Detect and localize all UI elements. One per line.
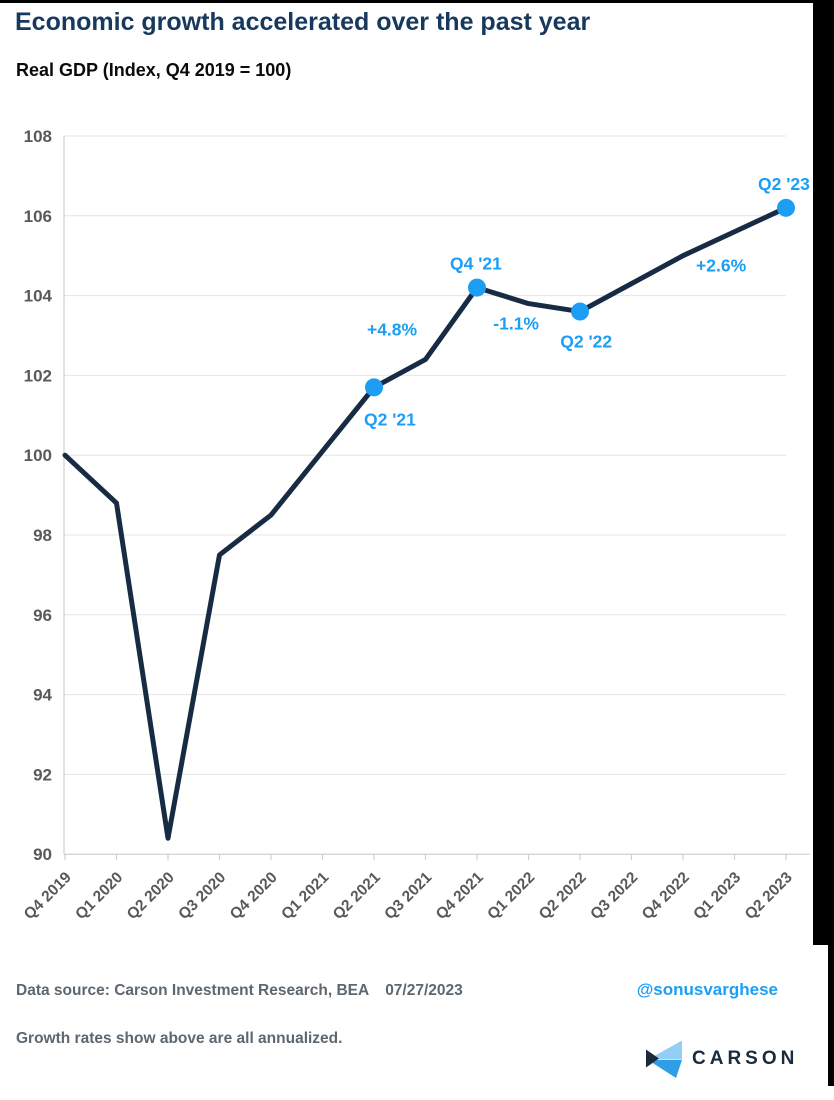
data-point-marker [571,302,589,321]
annotation-label: +2.6% [696,256,747,276]
gdp-line [62,205,789,841]
right-black-edge [813,0,834,945]
x-axis-tick-label: Q3 2021 [381,869,435,923]
logo-blue-triangle [648,1060,682,1078]
carson-logo: CARSON [646,1040,798,1078]
carson-logo-icon [646,1040,682,1078]
annotation-label: -1.1% [493,314,539,334]
y-axis-tick-label: 108 [24,127,52,146]
footer-source-row: Data source: Carson Investment Research,… [16,980,812,1000]
data-point-marker [365,378,383,397]
x-axis-tick-label: Q3 2022 [587,869,641,923]
chart-subtitle: Real GDP (Index, Q4 2019 = 100) [16,60,292,80]
y-axis-tick-label: 98 [33,526,52,545]
annotation-label: +4.8% [367,320,418,340]
y-axis-tick-label: 90 [33,845,52,864]
x-axis-tick-label: Q1 2022 [484,869,538,923]
annotation-label: Q2 '22 [560,331,612,351]
top-black-edge [0,0,834,3]
x-axis-tick-label: Q2 2022 [536,869,590,923]
x-axis-tick-label: Q4 2019 [21,869,75,923]
carson-logo-text: CARSON [692,1048,799,1069]
x-axis-tick-label: Q2 2020 [124,869,178,923]
x-axis-tick-label: Q4 2021 [433,869,487,923]
x-axis-tick-label: Q4 2020 [227,869,281,923]
data-point-marker [468,278,486,297]
right-black-edge-thin [828,945,834,1086]
y-axis-tick-label: 104 [24,287,53,306]
logo-light-triangle [648,1040,682,1060]
x-axis-tick-label: Q2 2021 [330,869,384,923]
y-axis-tick-label: 106 [24,207,52,226]
x-axis-tick-label: Q4 2022 [639,869,693,923]
annotation-label: Q4 '21 [450,254,502,274]
data-point-marker [777,198,795,217]
x-axis-tick-label: Q3 2020 [175,869,229,923]
annotation-label: Q2 '23 [758,174,810,194]
y-axis-tick-label: 92 [33,765,52,784]
footnote: Growth rates show above are all annualiz… [16,1030,343,1047]
twitter-handle[interactable]: @sonusvarghese [636,980,778,999]
x-axis-tick-label: Q1 2021 [278,869,332,923]
y-axis-tick-label: 94 [33,686,52,705]
x-axis-tick-label: Q1 2020 [72,869,126,923]
logo-navy-triangle [646,1049,659,1068]
x-axis-tick-label: Q1 2023 [690,869,744,923]
y-axis-tick-label: 96 [33,606,52,625]
page-title: Economic growth accelerated over the pas… [15,8,591,36]
y-axis-tick-label: 100 [24,446,52,465]
annotation-label: Q2 '21 [364,409,416,429]
data-source-label: Data source: Carson Investment Research,… [16,982,370,999]
chart-date: 07/27/2023 [385,982,463,999]
y-axis-tick-label: 102 [24,366,52,385]
x-axis-tick-label: Q2 2023 [742,869,796,923]
